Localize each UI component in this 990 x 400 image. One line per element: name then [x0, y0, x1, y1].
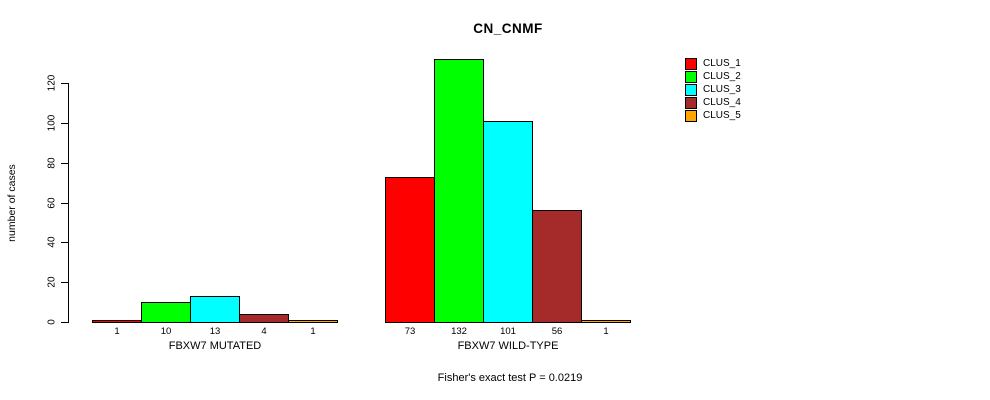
y-axis-tick-label: 80	[46, 157, 58, 169]
group-label-wild-type: FBXW7 WILD-TYPE	[457, 340, 559, 352]
bar-clus_1-mutated	[92, 320, 142, 323]
y-axis-tick-mark	[61, 83, 68, 84]
legend-swatch-icon	[685, 70, 697, 83]
bar-value-label: 73	[404, 326, 416, 337]
y-axis-tick-label: 120	[46, 74, 58, 92]
legend-row: CLUS_3	[685, 83, 741, 96]
legend-label: CLUS_4	[703, 97, 741, 108]
chart-title: CN_CNMF	[473, 21, 543, 36]
bar-value-label: 1	[114, 326, 120, 337]
y-axis-tick-mark	[61, 322, 68, 323]
bar-value-label: 101	[500, 326, 516, 337]
y-axis-tick-label: 100	[46, 114, 58, 132]
bar-value-label: 1	[310, 326, 316, 337]
y-axis-label: number of cases	[6, 164, 18, 242]
fisher-test-annotation: Fisher's exact test P = 0.0219	[437, 372, 583, 384]
y-axis-tick-mark	[61, 163, 68, 164]
bar-clus_3-mutated	[190, 296, 240, 323]
bar-value-label: 13	[209, 326, 221, 337]
legend-row: CLUS_1	[685, 57, 741, 70]
bar-clus_2-mutated	[141, 302, 191, 323]
bar-value-label: 56	[551, 326, 563, 337]
legend-swatch-icon	[685, 109, 697, 122]
bar-clus_4-mutated	[239, 314, 289, 323]
bar-clus_5-wild-type	[581, 320, 631, 323]
bar-clus_3-wild-type	[483, 121, 533, 323]
legend: CLUS_1 CLUS_2 CLUS_3 CLUS_4 CLUS_5	[685, 57, 741, 122]
bar-value-label: 132	[451, 326, 467, 337]
y-axis-tick-label: 40	[46, 236, 58, 248]
group-label-mutated: FBXW7 MUTATED	[168, 340, 262, 352]
bar-value-label: 1	[603, 326, 609, 337]
y-axis-line	[68, 83, 69, 323]
y-axis-tick-mark	[61, 123, 68, 124]
legend-swatch-icon	[685, 96, 697, 109]
legend-label: CLUS_3	[703, 84, 741, 95]
legend-swatch-icon	[685, 83, 697, 96]
legend-label: CLUS_5	[703, 110, 741, 121]
y-axis-tick-label: 60	[46, 197, 58, 209]
legend-swatch-icon	[685, 57, 697, 70]
bar-clus_5-mutated	[288, 320, 338, 323]
bar-value-label: 10	[160, 326, 172, 337]
bar-clus_1-wild-type	[385, 177, 435, 323]
legend-label: CLUS_1	[703, 58, 741, 69]
bar-clus_4-wild-type	[532, 210, 582, 323]
bar-clus_2-wild-type	[434, 59, 484, 323]
y-axis-tick-label: 20	[46, 276, 58, 288]
legend-row: CLUS_5	[685, 109, 741, 122]
y-axis-tick-mark	[61, 242, 68, 243]
y-axis-tick-mark	[61, 282, 68, 283]
y-axis-tick-mark	[61, 203, 68, 204]
legend-row: CLUS_4	[685, 96, 741, 109]
y-axis-tick-label: 0	[46, 319, 58, 325]
bar-value-label: 4	[261, 326, 267, 337]
legend-row: CLUS_2	[685, 70, 741, 83]
legend-label: CLUS_2	[703, 71, 741, 82]
